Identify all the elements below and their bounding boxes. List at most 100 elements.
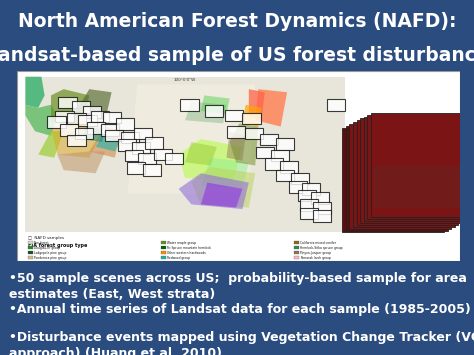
Bar bbox=[293, 241, 299, 244]
FancyBboxPatch shape bbox=[145, 137, 163, 149]
Bar bbox=[346, 126, 448, 230]
Polygon shape bbox=[83, 126, 105, 142]
Polygon shape bbox=[96, 136, 121, 152]
Bar bbox=[161, 246, 166, 249]
FancyBboxPatch shape bbox=[116, 118, 134, 130]
Text: •Annual time series of Landsat data for each sample (1985-2005): •Annual time series of Landsat data for … bbox=[9, 303, 470, 316]
FancyBboxPatch shape bbox=[143, 164, 161, 176]
Bar bbox=[364, 116, 465, 221]
Polygon shape bbox=[128, 84, 255, 193]
FancyBboxPatch shape bbox=[87, 122, 105, 134]
FancyBboxPatch shape bbox=[127, 162, 146, 174]
FancyBboxPatch shape bbox=[280, 161, 298, 173]
FancyBboxPatch shape bbox=[313, 202, 331, 214]
Text: California mixed conifer: California mixed conifer bbox=[300, 241, 336, 245]
Polygon shape bbox=[242, 105, 262, 126]
FancyBboxPatch shape bbox=[313, 211, 331, 222]
FancyBboxPatch shape bbox=[302, 183, 320, 195]
FancyBboxPatch shape bbox=[58, 97, 77, 108]
Text: Ponderosa pine group: Ponderosa pine group bbox=[34, 256, 66, 260]
Polygon shape bbox=[185, 142, 217, 165]
FancyBboxPatch shape bbox=[103, 112, 121, 123]
Polygon shape bbox=[191, 167, 255, 208]
Bar bbox=[293, 246, 299, 249]
FancyBboxPatch shape bbox=[55, 111, 73, 122]
Polygon shape bbox=[51, 89, 89, 126]
Text: •Disturbance events mapped using Vegetation Change Tracker (VCT
approach) (Huang: •Disturbance events mapped using Vegetat… bbox=[9, 332, 474, 355]
Bar bbox=[371, 113, 473, 217]
Bar bbox=[353, 122, 455, 227]
Bar bbox=[161, 251, 166, 254]
Polygon shape bbox=[179, 173, 249, 209]
FancyBboxPatch shape bbox=[255, 147, 274, 158]
FancyBboxPatch shape bbox=[205, 105, 223, 117]
FancyBboxPatch shape bbox=[120, 132, 139, 143]
FancyBboxPatch shape bbox=[300, 199, 318, 211]
Bar bbox=[27, 246, 33, 249]
FancyBboxPatch shape bbox=[78, 115, 97, 126]
FancyBboxPatch shape bbox=[264, 158, 283, 170]
Text: □  NAFD samples: □ NAFD samples bbox=[27, 236, 64, 240]
Polygon shape bbox=[51, 120, 105, 158]
Polygon shape bbox=[201, 182, 242, 208]
FancyBboxPatch shape bbox=[100, 124, 119, 136]
Polygon shape bbox=[227, 131, 246, 161]
Text: Redwood group: Redwood group bbox=[167, 256, 190, 260]
FancyBboxPatch shape bbox=[180, 99, 199, 111]
FancyBboxPatch shape bbox=[75, 127, 93, 139]
Bar bbox=[356, 120, 458, 225]
FancyBboxPatch shape bbox=[134, 128, 152, 140]
Polygon shape bbox=[73, 89, 111, 120]
Text: Fir-Spruce mountain hemlock: Fir-Spruce mountain hemlock bbox=[167, 246, 211, 250]
FancyBboxPatch shape bbox=[298, 190, 316, 201]
FancyBboxPatch shape bbox=[300, 208, 318, 219]
FancyBboxPatch shape bbox=[83, 106, 101, 118]
Bar bbox=[27, 251, 33, 254]
Bar bbox=[342, 128, 444, 233]
Bar bbox=[26, 77, 345, 233]
Polygon shape bbox=[57, 152, 105, 173]
Bar bbox=[27, 256, 33, 259]
FancyBboxPatch shape bbox=[276, 170, 294, 181]
Bar bbox=[161, 241, 166, 244]
Text: Lodgepole pine group: Lodgepole pine group bbox=[34, 251, 66, 255]
FancyBboxPatch shape bbox=[72, 101, 90, 113]
Text: FIA forest group type: FIA forest group type bbox=[27, 244, 87, 248]
Text: 100°0'0"W: 100°0'0"W bbox=[174, 78, 196, 82]
FancyBboxPatch shape bbox=[311, 192, 329, 204]
FancyBboxPatch shape bbox=[242, 113, 261, 124]
Bar bbox=[293, 251, 299, 254]
Text: Water maple group: Water maple group bbox=[167, 241, 196, 245]
Polygon shape bbox=[201, 158, 249, 189]
Polygon shape bbox=[89, 126, 121, 158]
Bar bbox=[349, 124, 451, 229]
Polygon shape bbox=[179, 139, 242, 181]
Text: Non-forest: Non-forest bbox=[34, 241, 49, 245]
Bar bbox=[373, 166, 470, 208]
FancyBboxPatch shape bbox=[105, 130, 123, 141]
FancyBboxPatch shape bbox=[118, 139, 137, 151]
FancyBboxPatch shape bbox=[291, 173, 310, 184]
Bar bbox=[27, 241, 33, 244]
FancyBboxPatch shape bbox=[60, 124, 78, 136]
Text: Landsat-based sample of US forest disturbance: Landsat-based sample of US forest distur… bbox=[0, 46, 474, 65]
FancyBboxPatch shape bbox=[271, 150, 289, 161]
FancyBboxPatch shape bbox=[289, 181, 307, 193]
Polygon shape bbox=[201, 95, 230, 114]
FancyBboxPatch shape bbox=[138, 153, 156, 164]
Text: Pinyon-Juniper group: Pinyon-Juniper group bbox=[300, 251, 331, 255]
Polygon shape bbox=[38, 131, 64, 158]
FancyBboxPatch shape bbox=[327, 99, 345, 111]
FancyBboxPatch shape bbox=[165, 153, 183, 164]
FancyBboxPatch shape bbox=[125, 150, 143, 161]
FancyBboxPatch shape bbox=[227, 126, 245, 138]
Polygon shape bbox=[249, 89, 265, 119]
Text: Douglas-fir group: Douglas-fir group bbox=[34, 246, 60, 250]
Bar bbox=[161, 256, 166, 259]
Text: Hemlock-Sitka spruce group: Hemlock-Sitka spruce group bbox=[300, 246, 342, 250]
FancyBboxPatch shape bbox=[276, 138, 294, 150]
FancyBboxPatch shape bbox=[132, 142, 150, 154]
Polygon shape bbox=[26, 77, 45, 108]
FancyBboxPatch shape bbox=[67, 113, 85, 124]
Text: Other western hardwoods: Other western hardwoods bbox=[167, 251, 206, 255]
